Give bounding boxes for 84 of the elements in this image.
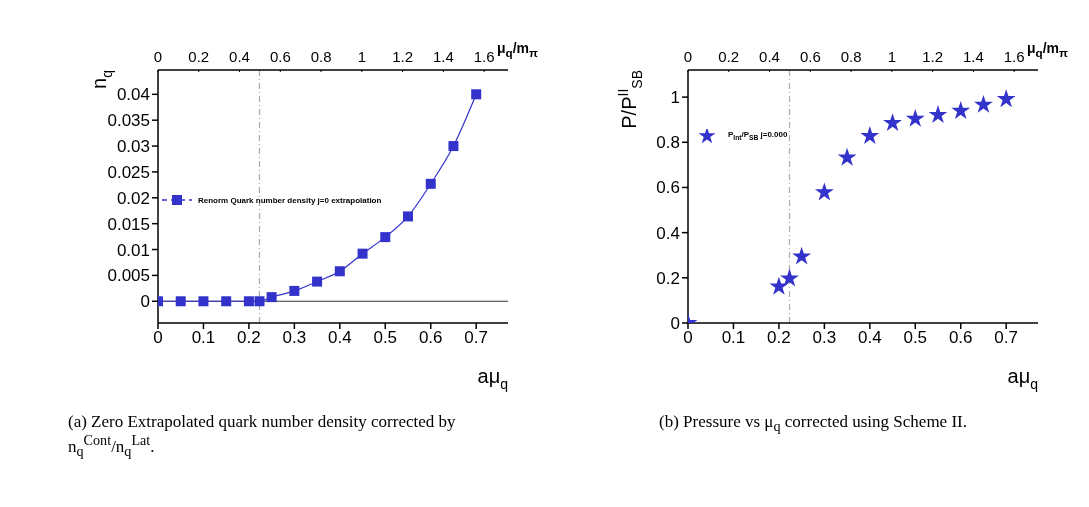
y-tick-label: 0	[670, 314, 680, 334]
x2-tick-label: 1.2	[922, 48, 944, 65]
point	[448, 141, 459, 152]
y-tick-label: 0.005	[107, 266, 150, 286]
x2-tick-label: 0.8	[310, 48, 332, 65]
legend-label: P$_{Int}$/P$_{SB}$ j=0.000	[728, 130, 788, 141]
point	[471, 89, 482, 100]
y-tick-label: 0.02	[116, 188, 150, 208]
x2-tick-label: 1	[357, 48, 367, 65]
x2-tick-label: 1.4	[962, 48, 984, 65]
point	[289, 285, 300, 296]
x-tick-label: 0.1	[721, 328, 746, 348]
point	[883, 113, 902, 132]
x2-tick-label: 0.8	[840, 48, 862, 65]
point	[312, 276, 323, 287]
x2-tick-label: 0.6	[799, 48, 821, 65]
y-tick-label: 0.01	[116, 240, 150, 260]
point	[860, 126, 880, 144]
x2-tick-label: 0.2	[718, 48, 740, 65]
point	[905, 108, 925, 127]
x-tick-label: 0.2	[237, 328, 261, 348]
point	[403, 211, 413, 222]
x2-axis-title: μ$_{q}$/m$_{π}$	[497, 40, 538, 59]
x-tick-label: 0.1	[191, 328, 216, 348]
text: (a) Zero Extrapolated quark number density corrected by n$_{q}$$^{Cont}$/n$_{q}$$^{Lat}$.	[68, 412, 457, 461]
x2-tick-label: 0.6	[269, 48, 291, 65]
y-tick-label: 0.04	[116, 85, 150, 105]
point	[814, 182, 834, 201]
x2-tick-label: 0	[683, 48, 693, 65]
y-tick-label: 0.4	[656, 223, 680, 243]
x-tick-label: 0	[153, 328, 163, 348]
y-tick-label: 0.025	[107, 162, 150, 182]
x2-tick-label: 0.4	[229, 48, 250, 65]
point	[996, 89, 1016, 108]
point	[425, 178, 436, 189]
point	[951, 100, 971, 119]
y-tick-label: 0	[140, 292, 150, 312]
point	[334, 266, 345, 277]
point	[266, 292, 277, 303]
point	[792, 246, 812, 265]
x-axis-title: aμ$_{q}$	[1007, 365, 1038, 392]
x-tick-label: 0.6	[418, 328, 443, 348]
y-tick-label: 0.03	[116, 137, 150, 157]
x2-tick-label: 1.4	[432, 48, 454, 65]
x2-tick-label: 0	[153, 48, 163, 65]
x2-tick-label: 0.2	[188, 48, 210, 65]
point	[243, 296, 254, 307]
point	[837, 147, 857, 166]
y-tick-label: 0.6	[656, 178, 680, 198]
text: (b) Pressure vs μ$_{q}$ corrected using Scheme II.	[658, 412, 968, 436]
point	[254, 296, 265, 307]
y-tick-label: 0.2	[656, 268, 680, 288]
x-tick-label: 0.7	[464, 328, 488, 348]
point	[175, 296, 186, 307]
legend-label: Renorm Quark number density j=0 extrapolation	[198, 195, 382, 205]
x2-tick-label: 1.6	[1003, 48, 1025, 65]
y-tick-label: 0.8	[656, 133, 680, 153]
x-tick-label: 0.4	[328, 328, 352, 348]
x-tick-label: 0.3	[812, 328, 837, 348]
x-tick-label: 0.3	[282, 328, 307, 348]
x-tick-label: 0.5	[373, 328, 398, 348]
point	[928, 105, 948, 123]
x-tick-label: 0	[683, 328, 693, 348]
x2-tick-label: 0.4	[759, 48, 780, 65]
x-tick-label: 0.5	[903, 328, 928, 348]
x2-axis-title: μ$_{q}$/m$_{π}$	[1027, 40, 1068, 59]
point	[357, 248, 368, 259]
x-tick-label: 0.2	[767, 328, 791, 348]
point	[974, 94, 993, 113]
x2-tick-label: 1.6	[473, 48, 495, 65]
x2-tick-label: 1	[887, 48, 897, 65]
y-tick-label: 1	[670, 88, 680, 108]
y-tick-label: 0.015	[107, 214, 150, 234]
x2-tick-label: 1.2	[392, 48, 414, 65]
point	[780, 268, 799, 287]
point	[221, 296, 232, 307]
point	[769, 276, 789, 295]
y-tick-label: 0.035	[107, 111, 150, 131]
point	[380, 232, 391, 243]
x-axis-title: aμ$_{q}$	[477, 365, 508, 392]
x-tick-label: 0.6	[948, 328, 973, 348]
point	[198, 296, 209, 307]
x-tick-label: 0.7	[994, 328, 1018, 348]
x-tick-label: 0.4	[858, 328, 882, 348]
